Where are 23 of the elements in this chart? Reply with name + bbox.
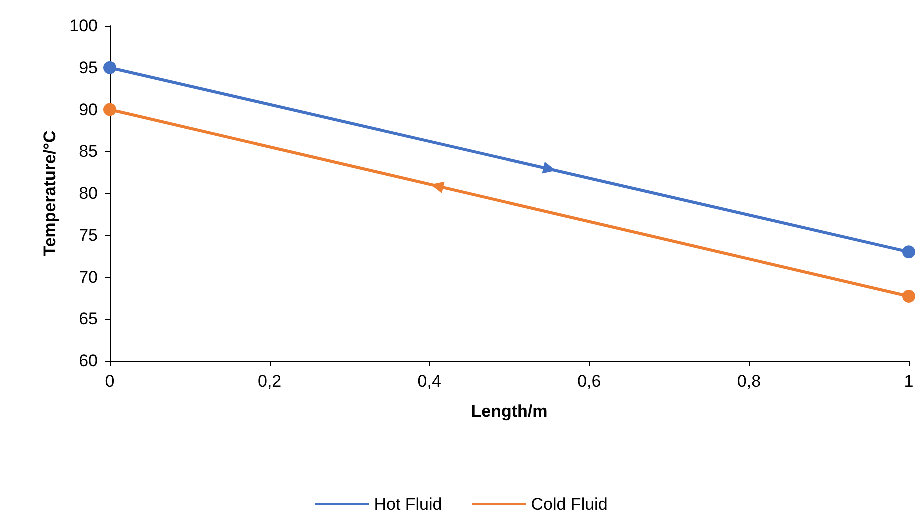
x-tick-label: 0,8 xyxy=(737,372,762,391)
legend-label: Hot Fluid xyxy=(374,495,442,514)
point xyxy=(902,290,916,304)
y-tick-label: 95 xyxy=(79,58,98,78)
y-tick-label: 75 xyxy=(79,226,98,245)
point xyxy=(104,61,116,74)
x-tick-label: 1 xyxy=(904,372,914,391)
y-axis-title: Temperature/°C xyxy=(40,130,60,256)
legend-label: Cold Fluid xyxy=(531,495,608,514)
y-tick-label: 70 xyxy=(79,268,98,287)
y-tick-label: 80 xyxy=(79,184,98,203)
x-tick-label: 0 xyxy=(105,372,115,391)
y-tick-label: 85 xyxy=(79,142,98,162)
y-tick-label: 100 xyxy=(70,16,98,36)
x-tick-label: 0,2 xyxy=(258,372,282,391)
y-tick-label: 90 xyxy=(79,100,98,120)
x-tick-label: 0,6 xyxy=(578,372,602,391)
x-axis-title: Length/m xyxy=(471,402,548,421)
x-tick-label: 0,4 xyxy=(418,372,442,391)
point xyxy=(902,246,916,259)
y-tick-label: 65 xyxy=(79,310,98,329)
point xyxy=(104,103,116,116)
y-tick-label: 60 xyxy=(79,352,98,370)
